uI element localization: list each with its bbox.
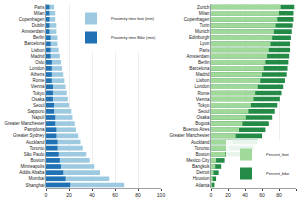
- svg-text:20: 20: [66, 192, 72, 198]
- svg-text:Houston: Houston: [193, 176, 210, 181]
- svg-text:Bogotá: Bogotá: [195, 121, 210, 126]
- svg-text:60: 60: [259, 192, 265, 198]
- svg-text:Proximity time foot (min): Proximity time foot (min): [111, 16, 155, 21]
- svg-text:Auckland: Auckland: [26, 140, 45, 145]
- svg-text:Osaka: Osaka: [32, 97, 46, 102]
- svg-text:Milan: Milan: [34, 11, 45, 16]
- svg-text:Berlin: Berlin: [198, 60, 210, 65]
- svg-text:Paris: Paris: [199, 48, 210, 53]
- svg-text:Greater Manchester: Greater Manchester: [170, 133, 211, 138]
- svg-text:40: 40: [89, 192, 95, 198]
- svg-text:Athens: Athens: [31, 72, 46, 77]
- svg-text:Greater Sydney: Greater Sydney: [13, 133, 45, 138]
- svg-text:Edinburgh: Edinburgh: [189, 35, 210, 40]
- svg-text:Seoul: Seoul: [33, 103, 45, 108]
- svg-text:Milan: Milan: [199, 11, 210, 16]
- svg-text:Bangkok: Bangkok: [192, 164, 210, 169]
- svg-text:Mexico City: Mexico City: [186, 158, 210, 163]
- svg-text:Turin: Turin: [200, 23, 211, 28]
- svg-text:Dublin: Dublin: [32, 23, 45, 28]
- svg-text:Berlin: Berlin: [33, 35, 45, 40]
- svg-text:Lisbon: Lisbon: [31, 48, 45, 53]
- svg-text:Napoli: Napoli: [32, 115, 45, 120]
- svg-text:Madrid: Madrid: [31, 54, 45, 59]
- svg-text:Boston: Boston: [196, 152, 211, 157]
- svg-text:Paris: Paris: [34, 5, 45, 10]
- svg-text:Rome: Rome: [198, 91, 211, 96]
- svg-text:100: 100: [157, 192, 166, 198]
- svg-text:São Paulo: São Paulo: [24, 152, 45, 157]
- svg-text:Boston: Boston: [31, 158, 46, 163]
- svg-text:Percent_foot: Percent_foot: [266, 152, 290, 157]
- svg-text:Amsterdam: Amsterdam: [22, 29, 45, 34]
- svg-text:Madrid: Madrid: [196, 72, 210, 77]
- svg-text:Amsterdam: Amsterdam: [187, 54, 210, 59]
- svg-text:Buenos Aires: Buenos Aires: [183, 127, 210, 132]
- svg-text:Toronto: Toronto: [195, 146, 211, 151]
- svg-text:Shanghai: Shanghai: [26, 183, 45, 188]
- svg-text:Greater Manchester: Greater Manchester: [5, 121, 46, 126]
- svg-text:Addis Ababa: Addis Ababa: [19, 170, 45, 175]
- svg-text:Munich: Munich: [195, 29, 210, 34]
- svg-text:40: 40: [242, 192, 248, 198]
- svg-text:0: 0: [45, 192, 48, 198]
- svg-text:Zurich: Zurich: [197, 5, 210, 10]
- svg-text:Minneapolis: Minneapolis: [21, 164, 46, 169]
- svg-text:Pamplona: Pamplona: [24, 127, 45, 132]
- svg-text:Lisbon: Lisbon: [196, 78, 210, 83]
- svg-text:Lyon: Lyon: [200, 41, 210, 46]
- svg-text:0: 0: [210, 192, 213, 198]
- svg-text:Sapporo: Sapporo: [28, 109, 46, 114]
- svg-text:Copenhagen: Copenhagen: [184, 17, 210, 22]
- svg-text:Copenhagen: Copenhagen: [19, 17, 45, 22]
- svg-text:Atlanta: Atlanta: [196, 183, 211, 188]
- svg-text:Vienna: Vienna: [196, 97, 210, 102]
- svg-text:Percent_bike: Percent_bike: [266, 171, 290, 176]
- svg-text:London: London: [195, 84, 211, 89]
- svg-text:Osaka: Osaka: [197, 115, 211, 120]
- svg-text:Rome: Rome: [33, 78, 46, 83]
- svg-text:80: 80: [276, 192, 282, 198]
- svg-text:Barcelona: Barcelona: [24, 41, 45, 46]
- svg-text:Tokyo: Tokyo: [33, 91, 45, 96]
- svg-text:Auckland: Auckland: [191, 140, 210, 145]
- svg-text:Barcelona: Barcelona: [189, 66, 210, 71]
- svg-text:Toronto: Toronto: [30, 146, 46, 151]
- svg-text:Detroit: Detroit: [196, 170, 210, 175]
- svg-text:London: London: [30, 66, 46, 71]
- svg-text:Seoul: Seoul: [198, 109, 210, 114]
- svg-text:20: 20: [225, 192, 231, 198]
- svg-text:80: 80: [135, 192, 141, 198]
- svg-text:60: 60: [112, 192, 118, 198]
- svg-text:Mumbai: Mumbai: [29, 176, 45, 181]
- svg-text:Tokyo: Tokyo: [198, 103, 210, 108]
- svg-text:Proximity time Bike (min): Proximity time Bike (min): [111, 35, 156, 40]
- svg-text:Oslo: Oslo: [35, 60, 45, 65]
- svg-text:Vienna: Vienna: [31, 84, 45, 89]
